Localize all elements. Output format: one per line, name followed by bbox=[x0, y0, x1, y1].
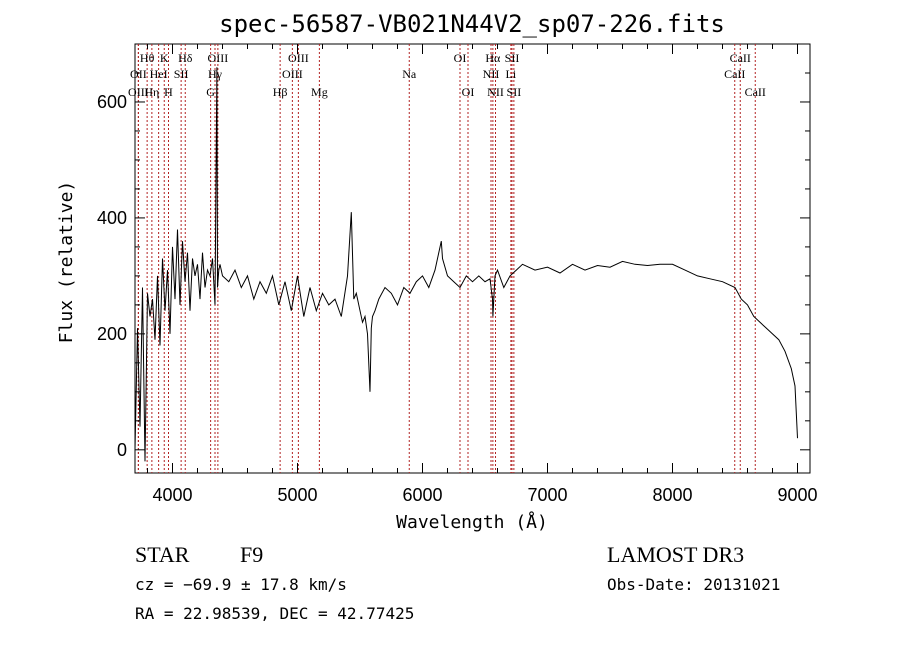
spectral-line-label: Hη bbox=[144, 85, 159, 99]
x-tick-label: 5000 bbox=[277, 485, 317, 505]
spectral-line-label: OIII bbox=[208, 51, 229, 65]
x-tick-label: 7000 bbox=[527, 485, 567, 505]
y-tick-label: 200 bbox=[97, 324, 127, 344]
y-tick-label: 0 bbox=[117, 440, 127, 460]
spectral-line-label: OII bbox=[130, 67, 147, 81]
spectral-line-label: Hα bbox=[485, 51, 501, 65]
spectral-line-label: Li bbox=[506, 67, 517, 81]
spectral-line-label: SII bbox=[505, 51, 520, 65]
observation-date: Obs-Date: 20131021 bbox=[607, 575, 780, 594]
spectral-line-label: Na bbox=[402, 67, 417, 81]
spectral-line-label: SII bbox=[174, 67, 189, 81]
chart-title: spec-56587-VB021N44V2_sp07-226.fits bbox=[219, 10, 725, 38]
x-tick-label: 9000 bbox=[777, 485, 817, 505]
spectral-line-label: Mg bbox=[311, 85, 328, 99]
spectral-line-label: G bbox=[206, 85, 215, 99]
spectral-line-label: Hβ bbox=[273, 85, 288, 99]
y-tick-label: 600 bbox=[97, 92, 127, 112]
spectral-line-label: OI bbox=[454, 51, 467, 65]
spectral-line-label: OIII bbox=[288, 51, 309, 65]
x-tick-label: 4000 bbox=[152, 485, 192, 505]
spectral-line-label: CaII bbox=[745, 85, 766, 99]
spectral-line-label: HeI bbox=[150, 67, 168, 81]
y-axis-label: Flux (relative) bbox=[56, 181, 77, 344]
spectral-line-label: CaII bbox=[724, 67, 745, 81]
spectral-line-markers bbox=[137, 44, 756, 473]
x-axis-ticks: 4000 5000 6000 7000 8000 9000 bbox=[147, 44, 818, 505]
spectral-line-label: NII bbox=[483, 67, 500, 81]
spectral-line-label: Hγ bbox=[208, 67, 223, 81]
spectral-line-label: K bbox=[160, 51, 169, 65]
y-axis-ticks: 0 200 400 600 bbox=[97, 72, 810, 460]
spectral-line-label: H bbox=[164, 85, 173, 99]
spectral-line-label: OIII bbox=[282, 67, 303, 81]
y-tick-label: 400 bbox=[97, 208, 127, 228]
plot-frame bbox=[134, 43, 811, 474]
x-tick-label: 8000 bbox=[652, 485, 692, 505]
object-subclass: F9 bbox=[240, 542, 263, 567]
spectral-line-label: CaII bbox=[730, 51, 751, 65]
sky-coordinates: RA = 22.98539, DEC = 42.77425 bbox=[135, 604, 414, 623]
spectral-line-label: NII bbox=[487, 85, 504, 99]
spectral-line-label: Hδ bbox=[178, 51, 193, 65]
x-tick-label: 6000 bbox=[402, 485, 442, 505]
survey-name: LAMOST DR3 bbox=[607, 542, 744, 567]
spectral-line-label: OI bbox=[462, 85, 475, 99]
x-axis-label: Wavelength (Å) bbox=[396, 511, 548, 533]
redshift-velocity: cz = −69.9 ± 17.8 km/s bbox=[135, 575, 347, 594]
spectral-line-label: OIII bbox=[128, 85, 149, 99]
spectrum-series bbox=[134, 67, 798, 462]
spectral-line-label: Hθ bbox=[140, 51, 155, 65]
spectral-line-label: SII bbox=[507, 85, 522, 99]
object-class: STAR bbox=[135, 542, 190, 567]
